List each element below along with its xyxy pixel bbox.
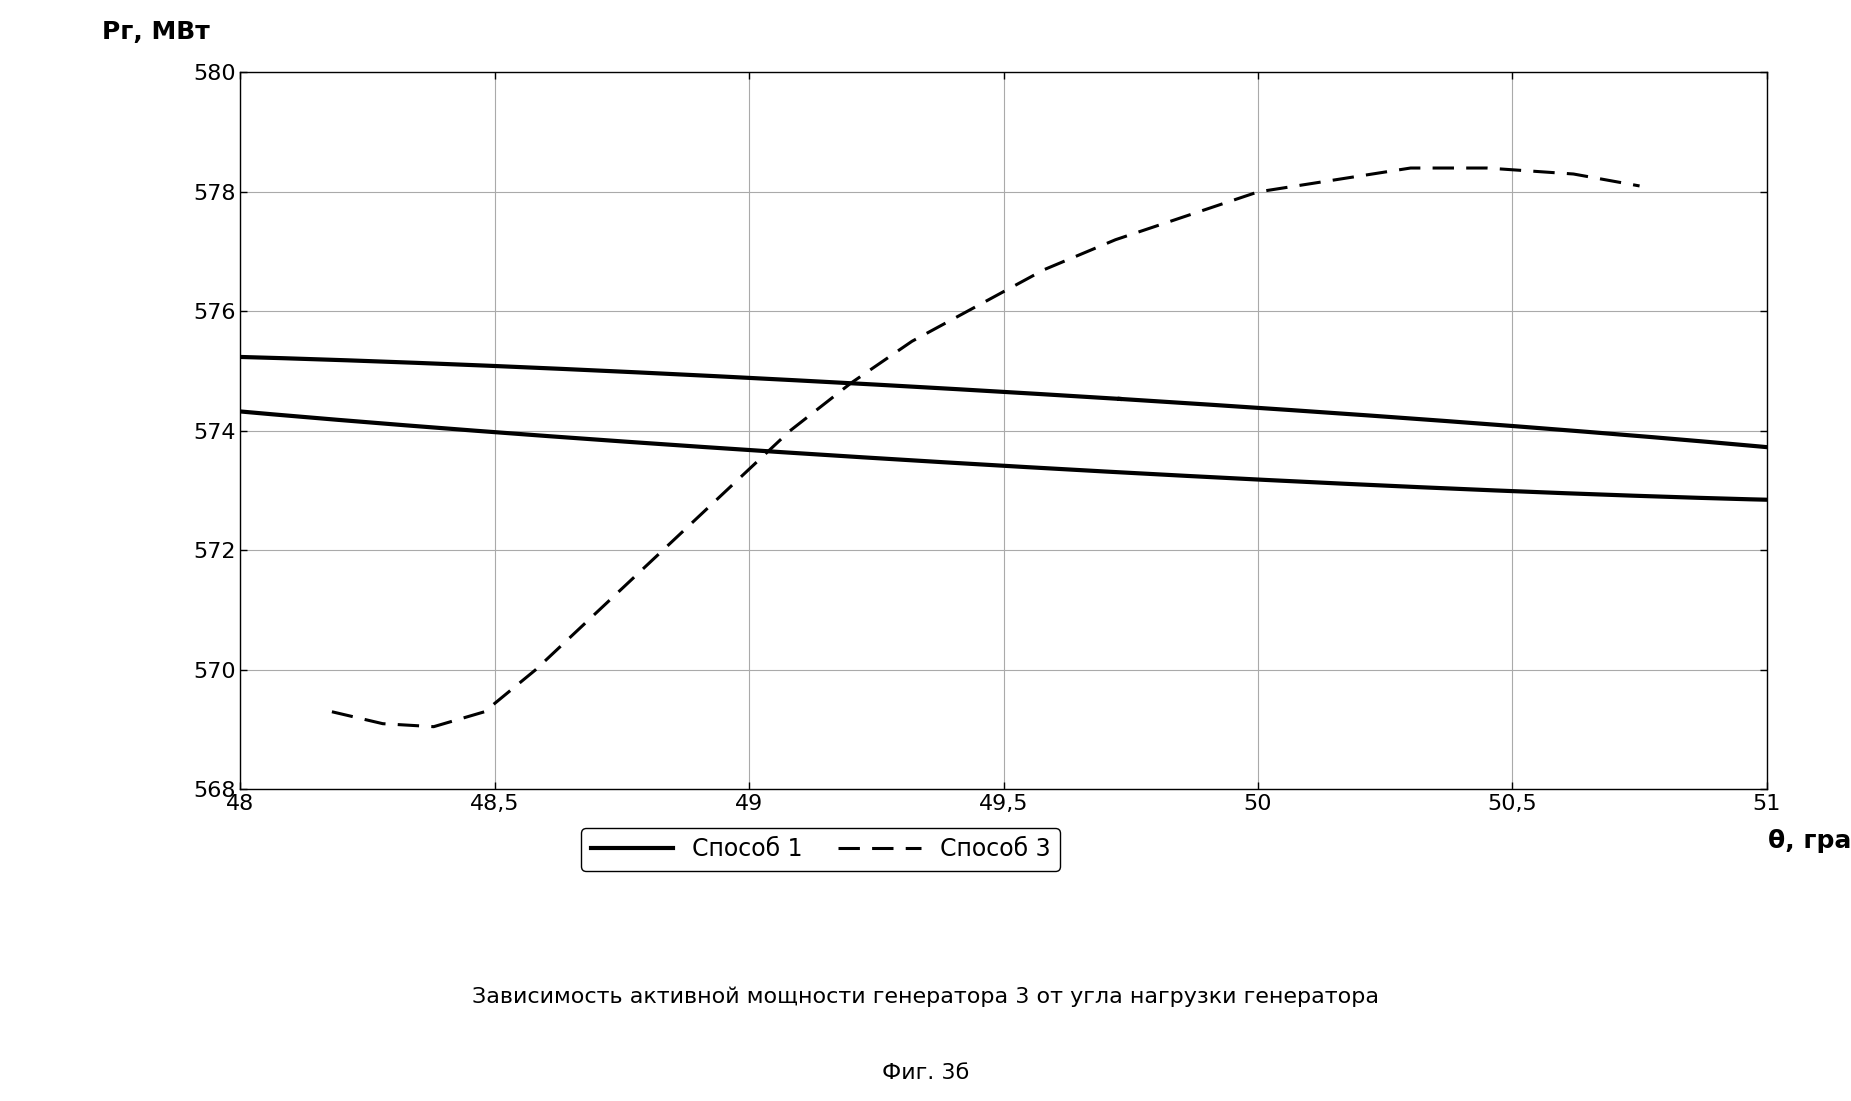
Y-axis label: Pг, МВт: Pг, МВт	[102, 20, 211, 44]
Text: Зависимость активной мощности генератора 3 от угла нагрузки генератора: Зависимость активной мощности генератора…	[472, 986, 1379, 1006]
Text: Фиг. 3б: Фиг. 3б	[881, 1064, 970, 1083]
Legend: Способ 1, Способ 3: Способ 1, Способ 3	[581, 828, 1059, 871]
X-axis label: θ, град: θ, град	[1768, 829, 1851, 853]
